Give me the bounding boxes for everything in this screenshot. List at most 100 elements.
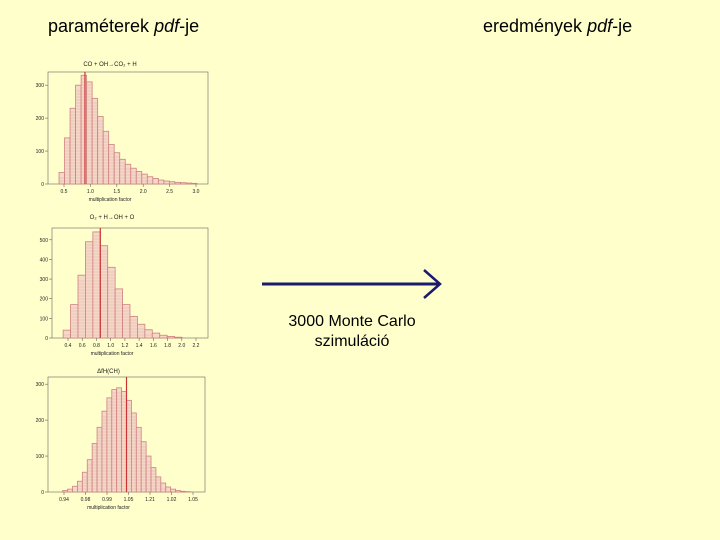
x-tick-label: 1.05 [188,497,198,503]
x-tick-label: 0.99 [102,497,112,503]
heading-parameters-pdf: paraméterek pdf-je [48,16,199,37]
histogram-bar [91,97,99,185]
histogram-bar [180,490,186,493]
x-tick-label: 1.2 [121,343,128,349]
histogram-bar [97,116,104,185]
x-tick-label: 0.4 [65,343,72,349]
histogram-bar [168,181,176,185]
histogram-bar [106,397,113,493]
histogram-bar [157,179,165,185]
monte-carlo-label: 3000 Monte Carlo szimuláció [262,312,442,352]
y-tick-label: 0 [41,490,44,496]
heading-left-italic: pdf [154,16,180,36]
y-tick-label: 500 [40,238,49,244]
histogram-bar [163,180,170,185]
histogram-bar [174,181,181,185]
histogram-bar [113,152,121,185]
x-tick-label: 0.98 [81,497,91,503]
y-tick-label: 100 [40,316,49,322]
histogram-bar [135,171,143,185]
chart-title: CO + OH→CO₂ + H [83,62,136,68]
y-tick-label: 100 [36,454,45,460]
histogram-bar [86,459,93,493]
x-tick-label: 2.5 [166,189,173,195]
histogram-bar [137,323,146,339]
histogram-bar [141,173,148,185]
y-tick-label: 0 [41,182,44,188]
heading-left-main: paraméterek [48,16,155,36]
histogram-bar [116,387,122,493]
x-tick-label: 1.05 [124,497,134,503]
histogram-bar [170,488,176,493]
histogram-bar [174,336,183,339]
histogram-bar [62,490,69,493]
chart-title: O₂ + H→OH + O [90,215,135,221]
y-tick-label: 400 [40,257,49,263]
histogram-bar [180,182,187,185]
histogram-bar [62,329,71,339]
histogram-bar [151,332,161,339]
x-tick-label: 1.0 [87,189,94,195]
histogram-bar [77,480,83,493]
x-tick-label: 2.0 [178,343,185,349]
x-tick-label: 1.0 [107,343,114,349]
histogram-bar [64,137,71,185]
histogram-bar [146,176,154,185]
y-tick-label: 300 [36,83,45,89]
heading-right-suffix: -je [612,16,633,36]
x-tick-label: 1.4 [136,343,143,349]
x-tick-label: 0.5 [61,189,68,195]
histogram-bar [166,336,175,339]
x-axis-label: multiplication factor [91,351,134,357]
x-tick-label: 0.8 [93,343,100,349]
x-axis-label: multiplication factor [89,197,132,203]
y-tick-label: 200 [40,297,49,303]
chart-title: ΔfH(CH) [97,369,120,375]
x-tick-label: 3.0 [193,189,200,195]
x-tick-label: 1.6 [150,343,157,349]
y-tick-label: 200 [36,418,45,424]
histogram-bar [175,490,181,493]
x-tick-label: 1.8 [164,343,171,349]
y-tick-label: 300 [36,382,45,388]
histogram-bar [159,334,168,339]
x-tick-label: 1.21 [145,497,155,503]
histogram-bar [80,74,88,185]
monte-carlo-line-1: 3000 Monte Carlo [288,313,416,330]
histogram-bar [185,182,192,185]
monte-carlo-line-2: szimuláció [314,333,390,350]
histogram-bar [129,315,138,339]
y-tick-label: 100 [36,149,45,155]
histogram-bar [99,245,109,339]
heading-right-italic: pdf [587,16,613,36]
histogram-bar [70,304,79,339]
y-tick-label: 0 [45,336,48,342]
x-tick-label: 1.5 [113,189,120,195]
heading-left-suffix: -je [179,16,200,36]
y-tick-label: 200 [36,116,45,122]
x-tick-label: 2.2 [193,343,200,349]
x-tick-label: 0.94 [59,497,69,503]
histogram-bar [58,172,65,185]
y-tick-label: 300 [40,277,49,283]
histogram-bar [96,426,103,493]
histogram-bar [72,485,78,493]
heading-right-main: eredmények [483,16,588,36]
histogram-bar [122,304,131,339]
histogram-bar [144,329,153,339]
histogram-bar [130,167,137,185]
right-arrow-icon [262,269,442,299]
histogram-bar [155,476,162,493]
histogram-bar [67,488,73,493]
histogram-bar [92,231,101,339]
x-tick-label: 1.02 [167,497,177,503]
x-tick-label: 0.6 [79,343,86,349]
histogram-bar [150,467,157,493]
histogram-bar [135,426,142,493]
histogram-bar [152,177,159,185]
heading-results-pdf: eredmények pdf-je [483,16,632,37]
x-axis-label: multiplication factor [87,505,130,511]
histogram-bar [102,130,110,185]
x-tick-label: 2.0 [140,189,147,195]
